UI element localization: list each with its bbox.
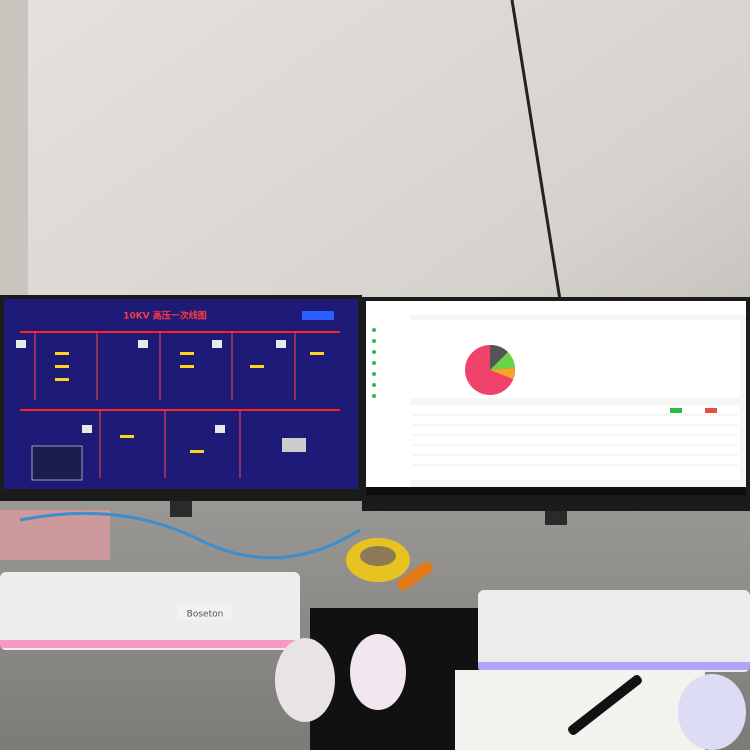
table-rows [412, 414, 738, 466]
keyboard-brand: Boseton [187, 610, 224, 620]
cable [510, 0, 562, 301]
chart-panel [410, 320, 740, 398]
screen-button [302, 311, 334, 320]
left-stand [170, 501, 192, 517]
tape-hole [360, 546, 396, 566]
right-keyboard [478, 590, 750, 672]
mouse [275, 638, 335, 722]
keyboard-glow [0, 640, 300, 648]
screen-title: 10KV 高压一次线图 [123, 310, 207, 322]
mouse [678, 674, 746, 750]
notes [455, 670, 705, 750]
button [705, 408, 717, 413]
menu-dots [372, 328, 376, 398]
blue-cable [19, 511, 361, 560]
brand-plate [178, 606, 232, 620]
pie [465, 344, 516, 395]
meter-icons [16, 340, 286, 433]
button [670, 408, 682, 413]
pie-slice [490, 344, 508, 370]
info-box [31, 445, 83, 481]
table [410, 405, 740, 480]
feeders [34, 332, 296, 478]
pink-paper [0, 510, 110, 560]
taskbar [366, 487, 746, 495]
left-keyboard [0, 572, 300, 650]
sidebar [366, 301, 410, 487]
wall-edge [0, 0, 28, 300]
device-icon [282, 438, 306, 452]
readings [55, 352, 324, 453]
pie-slice [490, 352, 515, 370]
right-stand [545, 511, 567, 525]
screwdriver [397, 561, 433, 591]
keyboard-glow [478, 662, 750, 670]
pie-slice [490, 368, 516, 379]
top-bar [410, 301, 746, 315]
marker [568, 674, 642, 736]
mouse [350, 634, 406, 710]
